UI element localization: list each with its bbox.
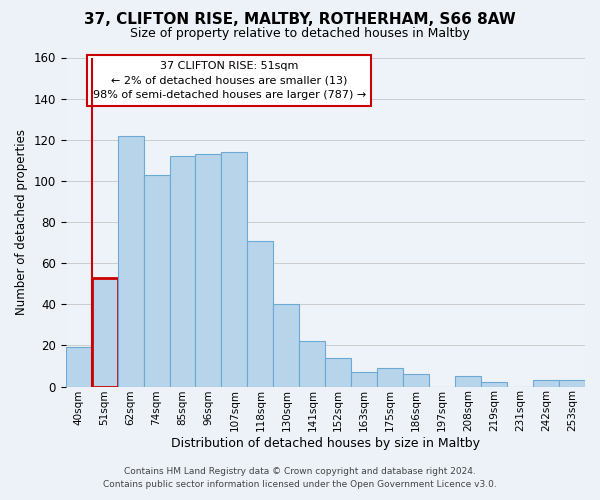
Y-axis label: Number of detached properties: Number of detached properties	[15, 129, 28, 315]
Bar	[455, 376, 481, 386]
Bar	[403, 374, 429, 386]
Bar	[92, 278, 118, 386]
Bar	[247, 240, 274, 386]
Bar	[533, 380, 559, 386]
Bar	[170, 156, 196, 386]
Bar	[377, 368, 403, 386]
Bar	[325, 358, 351, 386]
Bar	[351, 372, 377, 386]
Bar	[196, 154, 221, 386]
Bar	[274, 304, 299, 386]
Bar	[299, 342, 325, 386]
Text: Size of property relative to detached houses in Maltby: Size of property relative to detached ho…	[130, 28, 470, 40]
Bar	[118, 136, 143, 386]
Bar	[65, 348, 92, 387]
X-axis label: Distribution of detached houses by size in Maltby: Distribution of detached houses by size …	[171, 437, 480, 450]
Bar	[559, 380, 585, 386]
Bar	[481, 382, 507, 386]
Text: 37 CLIFTON RISE: 51sqm
← 2% of detached houses are smaller (13)
98% of semi-deta: 37 CLIFTON RISE: 51sqm ← 2% of detached …	[92, 61, 366, 100]
Bar	[143, 174, 170, 386]
Text: 37, CLIFTON RISE, MALTBY, ROTHERHAM, S66 8AW: 37, CLIFTON RISE, MALTBY, ROTHERHAM, S66…	[84, 12, 516, 28]
Text: Contains HM Land Registry data © Crown copyright and database right 2024.
Contai: Contains HM Land Registry data © Crown c…	[103, 467, 497, 489]
Bar	[221, 152, 247, 386]
